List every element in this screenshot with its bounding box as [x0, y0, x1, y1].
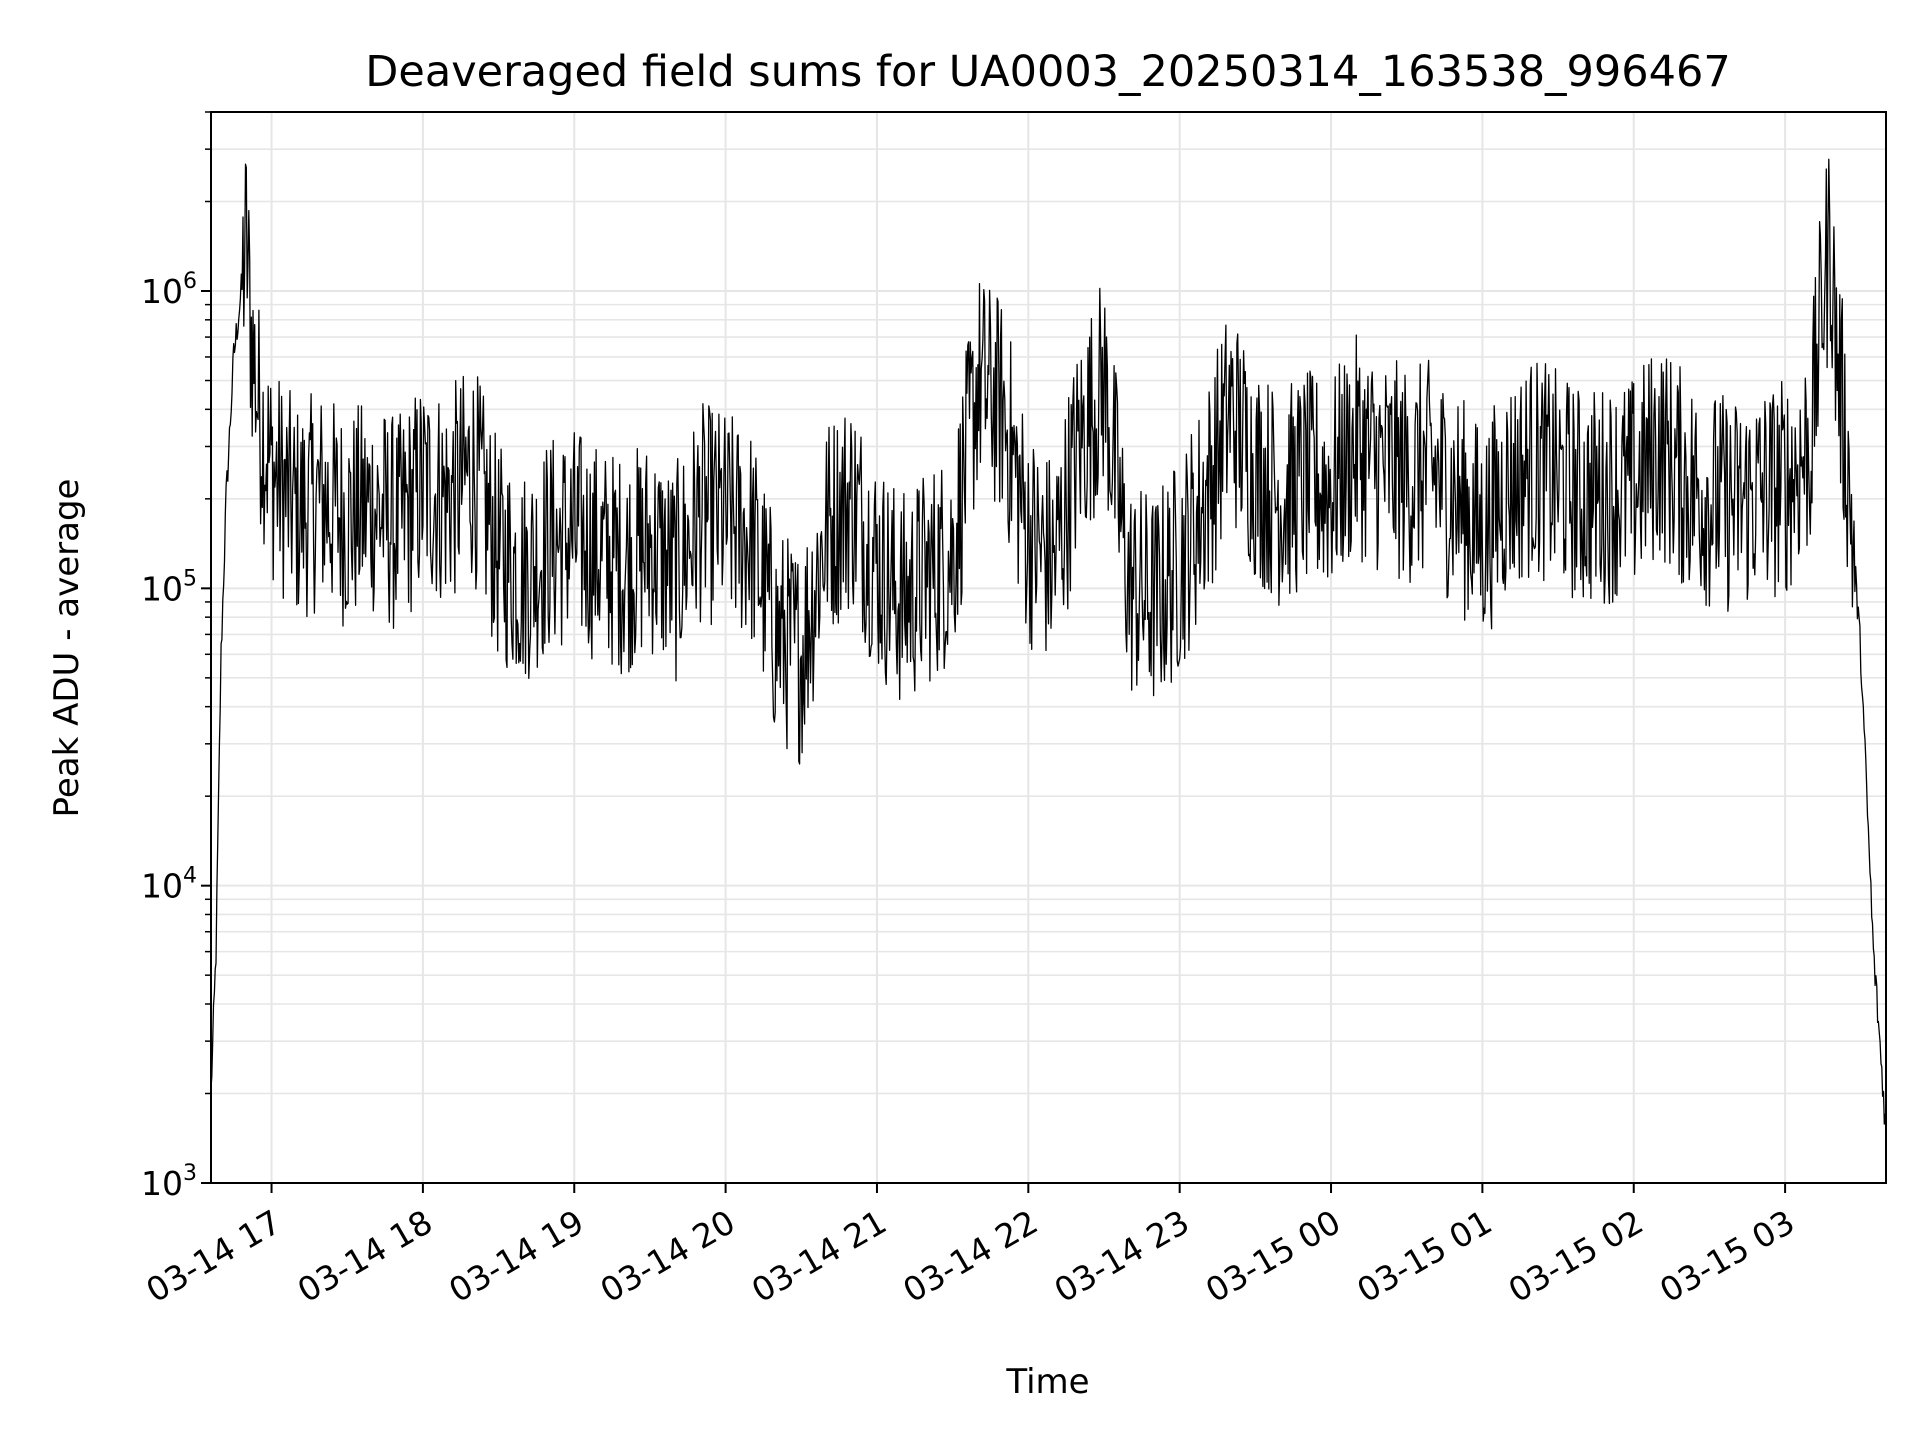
- series-line: [210, 158, 1887, 1131]
- plot-frame: [210, 111, 1887, 1184]
- y-tick-label: 105: [141, 566, 197, 608]
- x-axis-label: Time: [1005, 1362, 1089, 1402]
- y-ticks: 103 104 105 106: [141, 111, 211, 1203]
- x-tick-label: 03-15 01: [1350, 1202, 1498, 1310]
- x-tick-label: 03-14 20: [594, 1202, 742, 1310]
- series-layer: [210, 158, 1887, 1131]
- chart-title: Deaveraged field sums for UA0003_2025031…: [365, 47, 1730, 97]
- x-tick-label: 03-14 17: [140, 1202, 288, 1310]
- x-tick-label: 03-14 19: [442, 1202, 590, 1310]
- y-tick-label: 103: [141, 1161, 197, 1203]
- x-tick-label: 03-15 03: [1653, 1202, 1801, 1310]
- x-tick-label: 03-14 18: [291, 1202, 439, 1310]
- x-tick-label: 03-14 22: [896, 1202, 1044, 1310]
- x-tick-label: 03-14 23: [1048, 1202, 1196, 1310]
- x-tick-label: 03-15 00: [1199, 1202, 1347, 1310]
- x-tick-label: 03-14 21: [745, 1202, 893, 1310]
- y-tick-label: 106: [141, 269, 197, 311]
- y-tick-label: 104: [141, 864, 197, 906]
- y-axis-label: Peak ADU - average: [47, 479, 87, 818]
- x-tick-label: 03-15 02: [1502, 1202, 1650, 1310]
- grid: [211, 111, 1886, 1184]
- x-ticks: 03-14 17 03-14 18 03-14 19 03-14 20 03-14 21…: [140, 1183, 1801, 1310]
